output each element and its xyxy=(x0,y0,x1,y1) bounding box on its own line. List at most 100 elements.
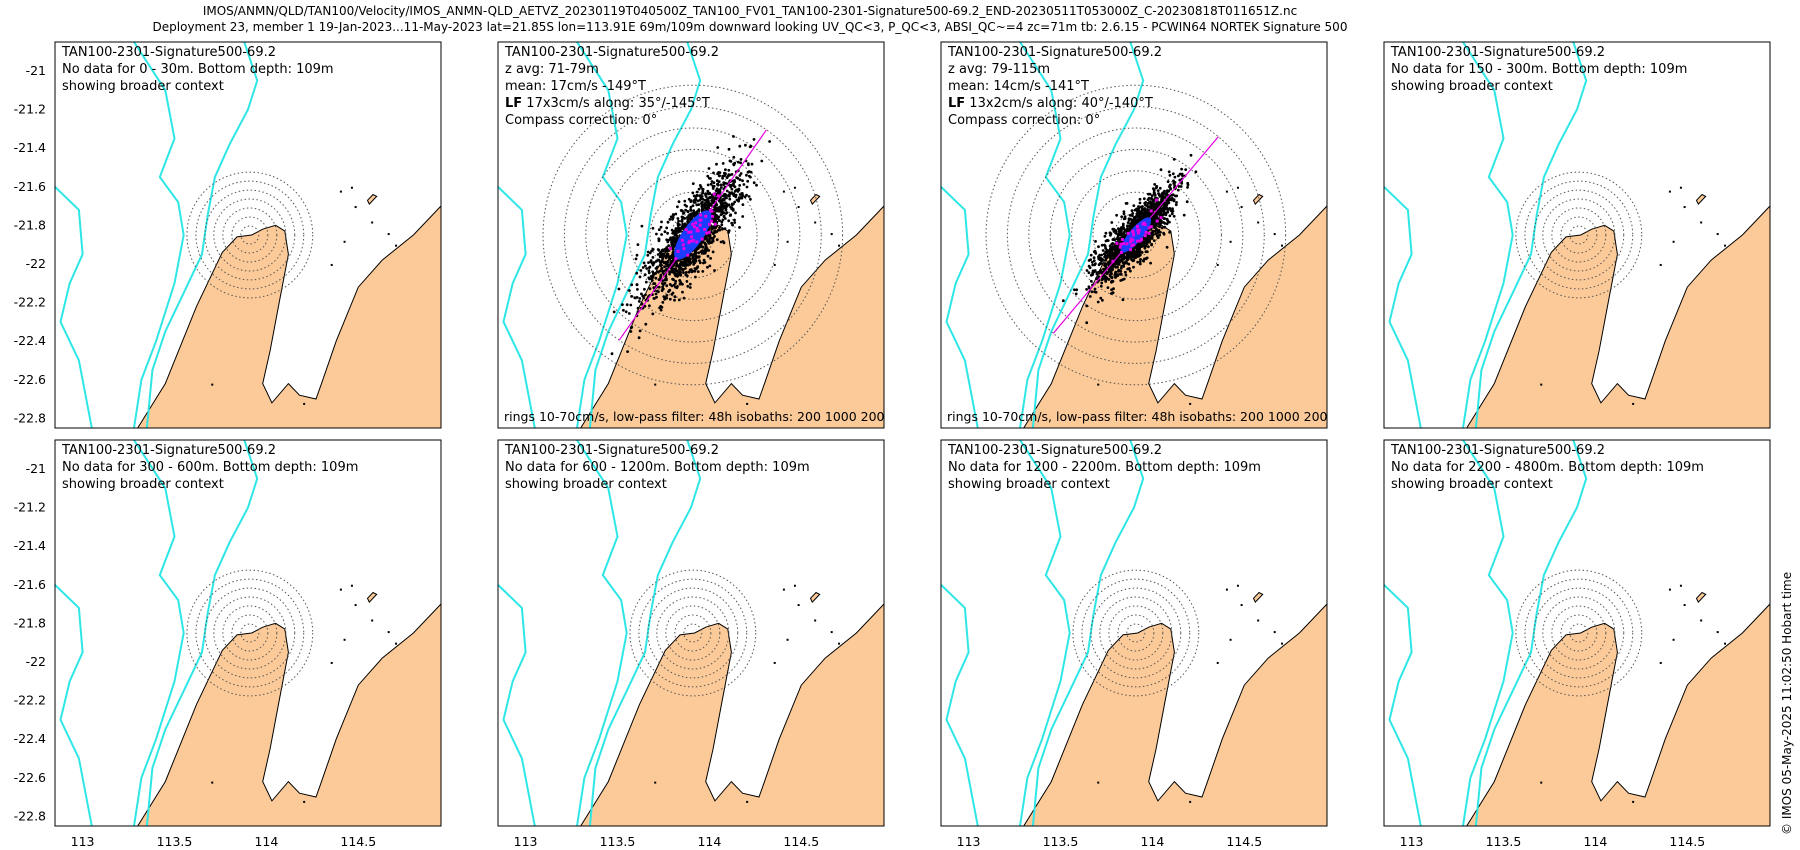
scatter-point xyxy=(1138,260,1142,263)
scatter-point xyxy=(720,186,723,189)
scatter-point xyxy=(1110,288,1113,292)
panel-title: TAN100-2301-Signature500-69.2 xyxy=(61,45,276,60)
island xyxy=(809,193,821,205)
islet xyxy=(350,186,353,189)
scatter-point xyxy=(1092,250,1096,254)
scatter-point xyxy=(666,220,670,224)
scatter-point xyxy=(1126,257,1130,261)
scatter-point xyxy=(1085,288,1088,291)
lowpass-point xyxy=(1159,216,1163,220)
scatter-point xyxy=(726,194,730,198)
scatter-point xyxy=(696,210,699,213)
lowpass-point xyxy=(705,231,709,235)
isobath-line-3 xyxy=(55,186,93,428)
scatter-point xyxy=(640,292,643,296)
scatter-point xyxy=(702,258,706,262)
y-tick-label: -22.4 xyxy=(14,731,46,746)
scatter-point xyxy=(1150,196,1153,200)
scatter-point xyxy=(724,172,727,176)
scatter-point xyxy=(1160,226,1164,230)
scatter-point xyxy=(1172,179,1175,183)
scatter-point xyxy=(708,176,711,180)
scatter-point xyxy=(727,229,731,233)
islet xyxy=(1240,604,1243,607)
islet xyxy=(1229,240,1232,243)
scatter-point xyxy=(727,147,731,151)
scatter-point xyxy=(1129,269,1132,273)
speed-ring-40 xyxy=(656,596,730,670)
panel-info-line: mean: 14cm/s -141°T xyxy=(948,79,1089,94)
scatter-point xyxy=(1186,186,1189,189)
scatter-point xyxy=(1131,214,1134,218)
scatter-point xyxy=(1171,172,1175,176)
scatter-point xyxy=(698,245,701,249)
map-area xyxy=(1384,440,1770,826)
y-tick-label: -21.6 xyxy=(14,179,46,194)
scatter-point xyxy=(1150,219,1154,223)
scatter-point xyxy=(1117,262,1121,266)
scatter-point xyxy=(1157,202,1161,206)
scatter-point xyxy=(657,278,661,281)
scatter-point xyxy=(1135,250,1138,254)
scatter-point xyxy=(1116,274,1120,278)
scatter-point xyxy=(1144,250,1148,254)
scatter-point xyxy=(1159,230,1162,234)
scatter-point xyxy=(677,298,681,302)
lowpass-point xyxy=(699,218,703,222)
scatter-point xyxy=(716,172,719,176)
scatter-point xyxy=(736,160,740,164)
lowpass-point xyxy=(1129,240,1132,244)
scatter-point xyxy=(1089,253,1093,257)
scatter-point xyxy=(1155,234,1159,238)
islet xyxy=(1225,588,1228,591)
scatter-point xyxy=(689,205,693,209)
scatter-point xyxy=(1100,259,1103,263)
scatter-point xyxy=(1157,193,1161,197)
scatter-point xyxy=(661,301,665,304)
scatter-point xyxy=(657,228,661,232)
scatter-point xyxy=(744,143,747,147)
scatter-point xyxy=(680,209,684,213)
scatter-point xyxy=(1118,256,1121,259)
scatter-point xyxy=(665,278,668,282)
scatter-point xyxy=(737,187,741,191)
scatter-point xyxy=(1111,254,1114,258)
speed-ring-30 xyxy=(628,170,758,300)
lowpass-point xyxy=(694,221,698,225)
x-tick-label: 113 xyxy=(1400,834,1424,849)
scatter-point xyxy=(705,198,708,202)
lowpass-point xyxy=(712,192,716,196)
scatter-point xyxy=(1180,173,1184,176)
scatter-point xyxy=(630,283,634,287)
scatter-point xyxy=(1132,204,1136,208)
panel-frame xyxy=(54,439,442,827)
scatter-point xyxy=(722,183,725,187)
scatter-point xyxy=(738,193,742,196)
scatter-point xyxy=(746,162,750,166)
scatter-point xyxy=(706,174,710,178)
scatter-point xyxy=(707,241,711,245)
scatter-point xyxy=(1100,278,1104,282)
scatter-point xyxy=(723,227,727,231)
islet xyxy=(1724,642,1727,645)
scatter-point xyxy=(681,268,685,272)
lowpass-point xyxy=(1144,230,1148,234)
scatter-point xyxy=(716,228,720,232)
scatter-point xyxy=(749,197,752,201)
lowpass-point xyxy=(700,237,704,241)
scatter-point xyxy=(638,329,642,333)
scatter-point xyxy=(738,178,742,182)
speed-ring-50 xyxy=(1090,587,1182,679)
panel-annotation: TAN100-2301-Signature500-69.2 No data for… xyxy=(947,443,1261,492)
scatter-point xyxy=(1089,258,1093,261)
isobath-line-3 xyxy=(1384,584,1422,826)
scatter-point xyxy=(1115,213,1118,217)
scatter-point xyxy=(680,219,683,223)
scatter-point xyxy=(670,254,673,258)
islet xyxy=(343,240,346,243)
scatter-point xyxy=(1159,168,1163,172)
panel-info-line: showing broader context xyxy=(62,477,224,492)
islet xyxy=(782,588,785,591)
scatter-point xyxy=(1142,242,1146,246)
scatter-point xyxy=(1120,231,1123,234)
